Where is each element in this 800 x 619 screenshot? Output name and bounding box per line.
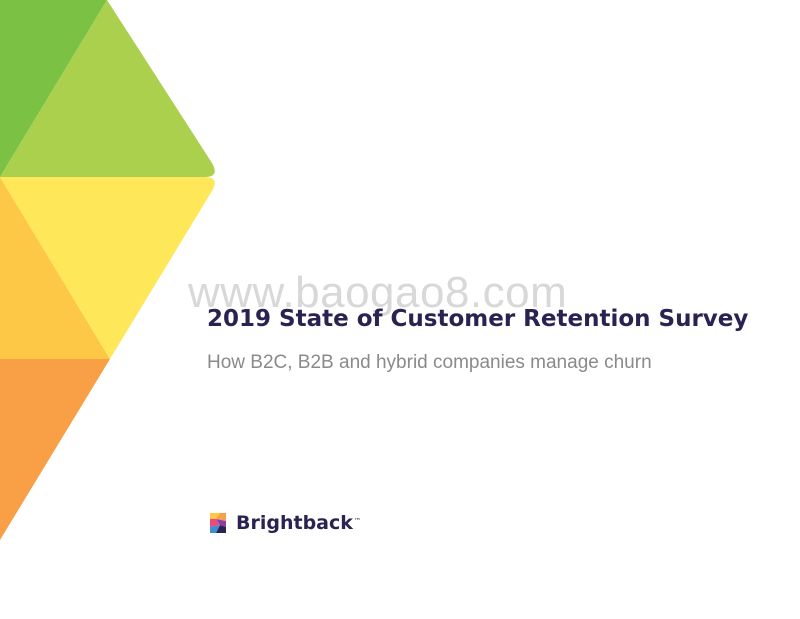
- trademark-symbol: ™: [353, 517, 361, 525]
- page-title: 2019 State of Customer Retention Survey: [207, 306, 749, 332]
- page-subtitle: How B2C, B2B and hybrid companies manage…: [207, 352, 652, 373]
- watermark: www.baogao8.com: [188, 268, 568, 317]
- triangle-light-green: [0, 0, 215, 177]
- brand-name: Brightback: [236, 512, 353, 534]
- brightback-logo-icon: [210, 513, 226, 533]
- triangle-yellow: [0, 177, 215, 359]
- brand-logo: Brightback ™: [207, 512, 361, 534]
- triangle-orange: [0, 359, 110, 540]
